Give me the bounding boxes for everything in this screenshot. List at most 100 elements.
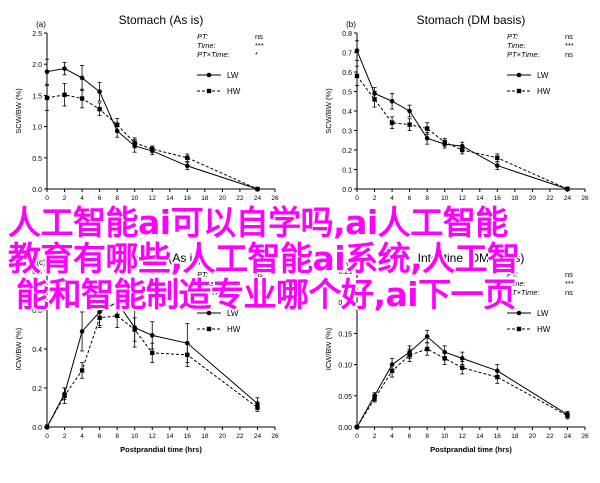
data-point [114, 122, 120, 127]
data-point [44, 69, 50, 74]
data-point [97, 106, 102, 112]
chart-panel-1: Stomach (As is)(a)0.00.51.01.52.02.50 2 4 6… [14, 13, 279, 202]
x-tick-label: 12 [459, 195, 467, 202]
x-tick-label: 0 [45, 195, 49, 202]
data-point [150, 350, 155, 356]
stat-value: ns [255, 32, 263, 41]
x-tick-label: 16 [494, 433, 502, 440]
stat-value: *** [565, 279, 574, 288]
panel-label: (b) [346, 20, 356, 29]
x-tick-label: 18 [201, 433, 209, 440]
stat-label: PT×Time: [507, 50, 540, 59]
panel-label: (a) [36, 20, 46, 29]
data-point [565, 413, 570, 418]
y-tick-label: 0.25 [338, 269, 352, 276]
x-tick-label: 8 [425, 195, 429, 202]
legend-label: HW [537, 325, 551, 334]
stat-value: ns [255, 288, 263, 297]
y-tick-label: 0.6 [32, 308, 42, 315]
y-axis-label: ICW/BW (%) [14, 327, 23, 370]
data-point [62, 393, 67, 398]
legend-label: LW [537, 71, 549, 80]
x-tick-label: 6 [408, 433, 412, 440]
y-tick-label: 0.3 [342, 129, 352, 136]
data-point [424, 136, 430, 141]
y-tick-label: 0.5 [342, 90, 352, 97]
data-point [372, 97, 377, 102]
y-tick-label: 0.7 [342, 51, 352, 58]
y-tick-label: 0.0 [32, 187, 42, 194]
data-point [132, 327, 137, 332]
data-point [114, 313, 120, 319]
x-tick-label: 20 [219, 433, 227, 440]
data-point [442, 356, 447, 361]
x-tick-label: 26 [581, 195, 589, 202]
data-point [424, 346, 430, 352]
y-axis-label: SCW/BW (%) [14, 88, 23, 134]
chart-panel-3: Intestine (As is)(c)0.00.20.40.60.80 2 4 6 8… [14, 251, 279, 454]
x-tick-label: 10 [131, 195, 139, 202]
data-point [79, 329, 85, 334]
panel-label: (c) [36, 258, 46, 267]
y-tick-label: 0.6 [342, 70, 352, 77]
x-tick-label: 14 [166, 433, 174, 440]
series-hw [44, 303, 260, 430]
x-axis-label: Postprandial time (hrs) [430, 445, 512, 454]
chart-title: Stomach (As is) [119, 13, 204, 27]
data-point [372, 396, 377, 402]
stat-value: * [255, 50, 258, 59]
data-point [565, 186, 570, 192]
x-tick-label: 14 [166, 195, 174, 202]
data-point [185, 163, 190, 169]
x-tick-label: 12 [149, 195, 157, 202]
x-tick-label: 12 [459, 433, 467, 440]
legend-label: LW [227, 309, 239, 318]
x-tick-label: 0 [355, 195, 359, 202]
y-axis-label: SCW/BW (%) [324, 88, 333, 134]
stat-label: Time: [507, 41, 526, 50]
data-point [114, 299, 120, 305]
x-tick-label: 20 [219, 195, 227, 202]
data-point [442, 140, 447, 145]
data-point [407, 108, 412, 114]
x-axis-label: Postprandial time (hrs) [120, 445, 202, 454]
data-point [424, 126, 430, 131]
series-line [46, 94, 258, 190]
data-point [459, 356, 465, 361]
stat-value: ns [255, 270, 263, 279]
data-point [44, 95, 50, 101]
legend-marker [206, 72, 212, 78]
x-tick-label: 4 [80, 433, 84, 440]
y-tick-label: 1.0 [32, 125, 42, 132]
stat-value: *** [255, 279, 264, 288]
x-tick-label: 4 [390, 195, 394, 202]
x-tick-label: 2 [63, 433, 67, 440]
data-point [389, 98, 395, 104]
x-tick-label: 12 [149, 433, 157, 440]
y-tick-label: 0.20 [338, 300, 352, 307]
y-tick-label: 0.4 [342, 109, 352, 116]
data-point [150, 146, 155, 152]
legend-marker [516, 88, 522, 94]
y-tick-label: 0.5 [32, 156, 42, 163]
data-point [79, 368, 85, 373]
legend-marker [206, 310, 212, 316]
x-tick-label: 16 [494, 195, 502, 202]
stat-label: PT×Time: [197, 288, 230, 297]
data-point [354, 424, 360, 430]
data-point [389, 368, 395, 374]
data-point [62, 66, 67, 71]
x-tick-label: 14 [476, 195, 484, 202]
legend-marker [516, 72, 522, 78]
data-point [62, 92, 67, 97]
legend-marker [206, 88, 212, 94]
series-line [356, 335, 568, 428]
x-tick-label: 20 [529, 433, 537, 440]
stat-label: PT×Time: [507, 288, 540, 297]
x-tick-label: 8 [115, 433, 119, 440]
data-point [495, 374, 500, 380]
stat-label: Time: [197, 279, 216, 288]
x-tick-label: 2 [63, 195, 67, 202]
stat-value: *** [255, 41, 264, 50]
